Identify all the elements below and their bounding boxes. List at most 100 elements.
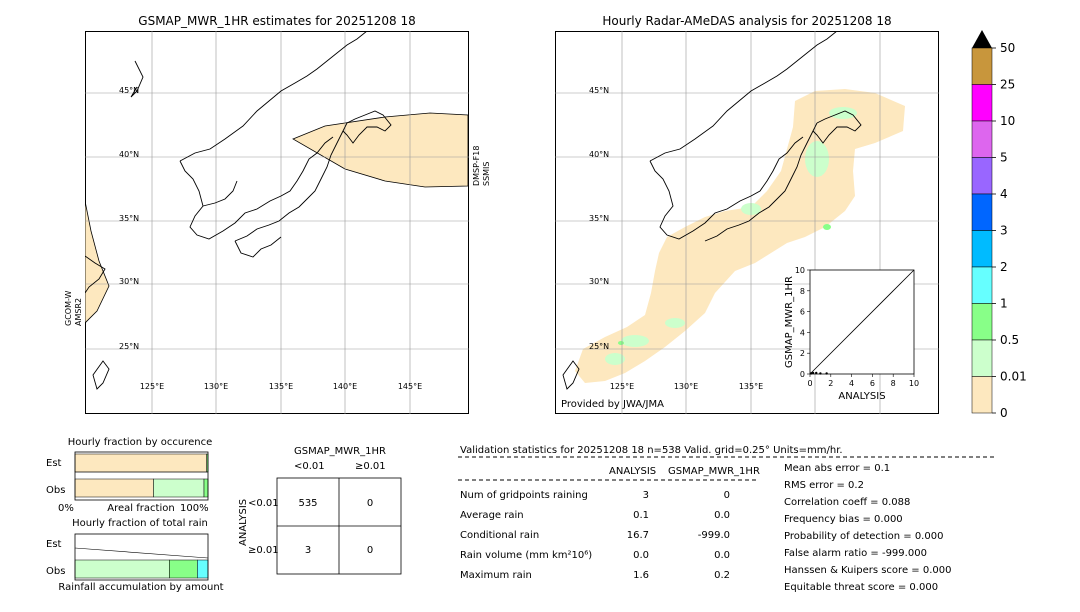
total-rain-chart: Est Obs Rainfall accumulation by amount [46, 533, 224, 593]
right-map-grid [555, 31, 939, 414]
scatter-ytick-label: 0 [800, 370, 805, 379]
colorbar-tick-label: 5 [1000, 151, 1008, 165]
scatter-ylabel: GSMAP_MWR_1HR [784, 276, 795, 368]
colorbar-tick-label: 25 [1000, 78, 1015, 92]
cell-0-1: 0 [367, 498, 373, 509]
cell-1-0: 3 [305, 545, 311, 556]
colorbar-tick-label: 3 [1000, 224, 1008, 238]
colorbar-box [971, 47, 993, 85]
left-map: 45°N 40°N 35°N 30°N 25°N 125°E 130°E 135… [85, 31, 469, 414]
colorbar-tick-label: 4 [1000, 187, 1008, 201]
colorbar-box [971, 376, 993, 414]
scatter-ytick-label: 10 [795, 266, 805, 275]
validation-row-analysis: 0.1 [633, 510, 649, 521]
left-swath-amsr2 [85, 200, 110, 324]
right-map-coastlines [562, 31, 862, 390]
contingency-col-0: <0.01 [294, 461, 325, 472]
colorbar-box [971, 84, 993, 122]
scatter-xtick-label: 10 [909, 379, 919, 388]
colorbar-box [971, 157, 993, 195]
scatter-xtick-label: 6 [870, 379, 875, 388]
validation-row-gsmap: -999.0 [697, 530, 730, 541]
left-side-sensor-label: GCOM-W AMSR2 [64, 290, 83, 326]
svg-text:25°N: 25°N [589, 342, 609, 351]
validation-row-label: Average rain [460, 510, 524, 521]
scatter-points [809, 371, 828, 375]
svg-text:40°N: 40°N [589, 150, 609, 159]
lon-label-125: 125°E [140, 382, 164, 391]
lat-label-45: 45°N [119, 86, 139, 95]
svg-text:35°N: 35°N [589, 214, 609, 223]
occ-cat-est: Est [46, 458, 62, 469]
scatter-point [811, 371, 815, 375]
colorbar-tick-label: 2 [1000, 260, 1008, 274]
svg-text:DMSP-F18: DMSP-F18 [472, 146, 481, 186]
scatter-xlabel: ANALYSIS [838, 391, 885, 402]
validation-row-label: Rain volume (mm km²10⁶) [460, 550, 593, 561]
validation-row-gsmap: 0 [723, 490, 730, 501]
radar-moderate-rain [618, 224, 831, 345]
occurrence-chart: Est Obs 0% 100% Areal fraction [46, 451, 209, 514]
validation-row-label: Num of gridpoints raining [460, 490, 588, 501]
score-line: Correlation coeff = 0.088 [784, 497, 911, 508]
row-axis-label: ANALYSIS [238, 499, 249, 546]
lon-label-130: 130°E [204, 382, 228, 391]
validation-row-analysis: 16.7 [626, 530, 649, 541]
svg-text:135°E: 135°E [739, 382, 763, 391]
occurrence-title: Hourly fraction by occurence [67, 437, 213, 448]
score-line: Mean abs error = 0.1 [784, 463, 891, 474]
validation-row-gsmap: 0.0 [714, 510, 730, 521]
svg-text:30°N: 30°N [589, 277, 609, 286]
occ-cat-obs: Obs [46, 485, 65, 496]
colorbar-tick-label: 0.01 [1000, 370, 1027, 384]
validation-row-gsmap: 0.0 [714, 550, 730, 561]
col-analysis: ANALYSIS [609, 466, 657, 477]
colorbar-box [971, 193, 993, 231]
fraction-bar-segment [203, 478, 209, 498]
left-map-coastlines [85, 31, 392, 390]
colorbar-box [971, 120, 993, 158]
radar-light-rain [605, 107, 857, 365]
row-header-1: ≥0.01 [248, 545, 279, 556]
colorbar-box [971, 303, 993, 341]
fraction-bar-segment [74, 453, 207, 473]
score-line: Hanssen & Kuipers score = 0.000 [784, 565, 952, 576]
left-map-grid [85, 31, 469, 414]
validation-dashed-line [458, 456, 996, 458]
colorbar-box [971, 266, 993, 304]
scatter-ytick-label: 6 [800, 308, 805, 317]
left-map-lat-labels: 45°N 40°N 35°N 30°N 25°N [119, 86, 139, 351]
fraction-bar-segment [169, 559, 198, 579]
scatter-xtick-label: 4 [849, 379, 854, 388]
scatter-xtick-label: 0 [807, 379, 812, 388]
right-map-lon-labels: 125°E 130°E 135°E [610, 382, 763, 391]
colorbar-box [971, 230, 993, 268]
scatter-ytick-label: 2 [800, 349, 805, 358]
right-side-sensor-label: DMSP-F18 SSMIS [472, 146, 491, 187]
tot-cat-obs: Obs [46, 566, 65, 577]
score-line: False alarm ratio = -999.000 [784, 548, 927, 559]
colorbar-box [971, 339, 993, 377]
left-map-title: GSMAP_MWR_1HR estimates for 20251208 18 [138, 14, 416, 28]
colorbar-tick-label: 50 [1000, 41, 1015, 55]
occ-xlabel: Areal fraction [107, 503, 174, 514]
colorbar-tick-label: 10 [1000, 114, 1015, 128]
validation-row-gsmap: 0.2 [714, 570, 730, 581]
scatter-point [809, 372, 813, 375]
scatter-inset: 0 2 4 6 8 10 0 2 4 6 8 10 ANALYSIS GSMAP_MWR_1HR [784, 266, 919, 402]
scatter-point [825, 372, 828, 375]
svg-text:45°N: 45°N [589, 86, 609, 95]
colorbar: 50 25 10 5 4 3 2 1 0.5 0.01 0 [971, 30, 1027, 418]
validation-row-label: Maximum rain [460, 570, 532, 581]
scatter-ytick-label: 8 [800, 287, 805, 296]
svg-text:130°E: 130°E [674, 382, 698, 391]
row-header-0: <0.01 [248, 498, 279, 509]
score-line: Equitable threat score = 0.000 [784, 582, 939, 593]
tot-xlabel: Rainfall accumulation by amount [58, 582, 223, 593]
scatter-xtick-label: 2 [828, 379, 833, 388]
fraction-bar-segment [74, 559, 170, 579]
fraction-bar-segment [74, 478, 154, 498]
svg-text:SSMIS: SSMIS [482, 162, 491, 187]
lat-label-25: 25°N [119, 342, 139, 351]
scatter-xtick-label: 8 [891, 379, 896, 388]
